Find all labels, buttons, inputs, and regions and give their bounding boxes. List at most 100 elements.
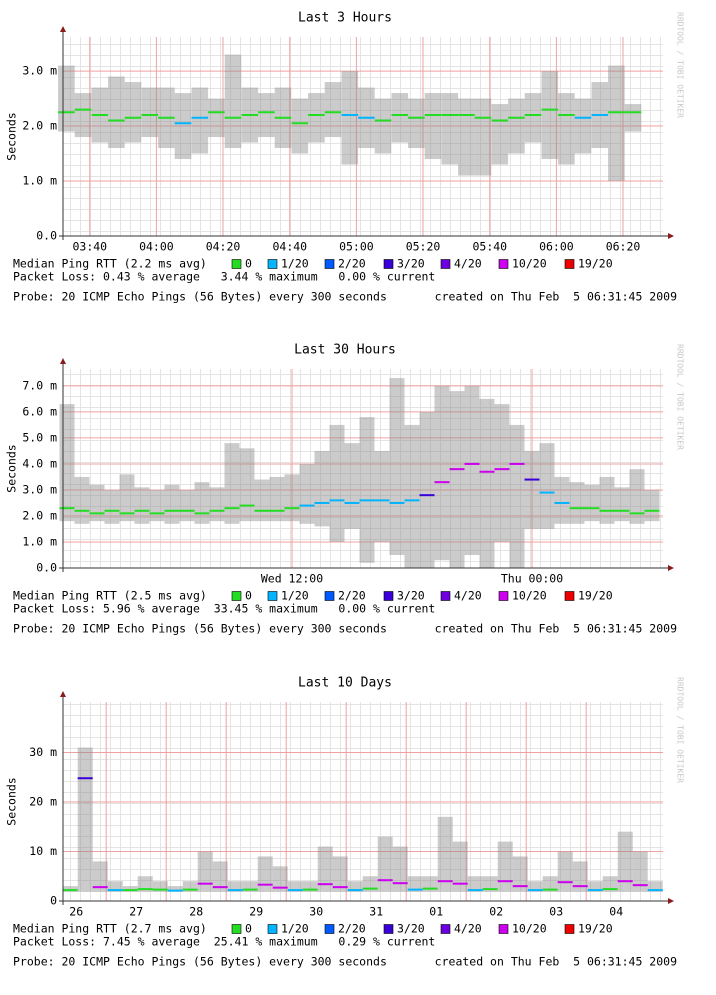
x-tick-label: 03:40 [72,240,107,254]
probe-line: Probe: 20 ICMP Echo Pings (56 Bytes) eve… [13,955,387,969]
smoke [574,98,592,154]
smoke [617,831,633,892]
smoke [527,881,543,892]
smoke [119,474,135,522]
smoke [509,424,525,568]
legend-label: 10/20 [512,589,547,603]
y-tick-label: 2.0 m [22,119,57,133]
legend-swatch [498,259,509,269]
smoke [254,479,270,522]
legend-swatch [564,591,575,601]
legend-label: 4/20 [454,589,482,603]
legend-swatch [324,259,335,269]
smoke [441,93,459,165]
smoke [284,474,300,522]
legend-label: 0 [245,922,252,936]
smoke [494,404,510,542]
smoke [164,484,180,524]
y-axis-label: Seconds [5,777,19,825]
x-tick-label: 31 [369,905,383,919]
loss-line: Packet Loss: 0.43 % average 3.44 % maxim… [13,270,435,284]
watermark: RRDTOOL / TOBI OETIKER [676,12,685,118]
legend-label: 3/20 [397,589,425,603]
legend-label: 1/20 [281,257,309,271]
smoke [137,876,153,892]
smoke [152,881,168,892]
smoke [464,385,480,555]
probe-line: Probe: 20 ICMP Echo Pings (56 Bytes) eve… [13,290,387,304]
legend-swatch [440,591,451,601]
smoke [208,98,225,138]
watermark: RRDTOOL / TOBI OETIKER [676,677,685,783]
legend-swatch [383,591,394,601]
smoke [174,93,192,160]
smoke [404,424,420,568]
smoke [424,93,442,160]
legend-label: 4/20 [454,257,482,271]
legend-swatch [231,591,242,601]
smoke [491,104,509,165]
smoke [258,93,275,138]
smoke [437,816,453,892]
y-tick-label: 3.0 m [22,64,57,78]
x-tick-label: 04:20 [206,240,241,254]
smoke [558,93,575,165]
chart-title: Last 30 Hours [294,343,396,358]
loss-line: Packet Loss: 7.45 % average 25.41 % maxi… [13,935,435,949]
legend-swatch [324,924,335,934]
legend-label: 3/20 [397,922,425,936]
y-tick-label: 1.0 m [22,534,57,548]
smoke [344,443,360,529]
x-tick-label: Wed 12:00 [261,572,323,586]
smoke [629,469,645,524]
y-tick-label: 5.0 m [22,430,57,444]
minor-grid [63,369,663,568]
smoke [272,866,288,892]
x-tick-label: 28 [189,905,203,919]
legend-title: Median Ping RTT (2.7 ms avg) [13,922,207,936]
smoke [62,886,78,892]
legend-label: 2/20 [338,257,366,271]
smoke [587,881,603,892]
legend-title: Median Ping RTT (2.2 ms avg) [13,257,207,271]
legend-label: 3/20 [397,257,425,271]
legend-label: 2/20 [338,589,366,603]
smoke [554,476,570,524]
smoke [497,841,513,892]
smoke [209,487,225,522]
smoke [359,417,375,563]
smoke [541,71,559,160]
legend-label: 0 [245,589,252,603]
smoke [524,450,540,529]
smoke [212,861,228,892]
smoke [239,448,255,522]
legend-label: 2/20 [338,922,366,936]
x-tick-label: 02 [489,905,503,919]
legend-title: Median Ping RTT (2.5 ms avg) [13,589,207,603]
smoke [104,489,120,524]
x-tick-label: 06:20 [606,240,641,254]
legend-label: 19/20 [578,257,613,271]
x-tick-label: 01 [429,905,443,919]
smoke [107,881,123,892]
x-tick-label: 29 [249,905,263,919]
smoke [324,82,342,138]
legend-swatch [498,591,509,601]
chart-title: Last 3 Hours [298,11,392,26]
legend-swatch [564,259,575,269]
x-tick-label: 05:40 [472,240,507,254]
smoke [392,846,408,892]
smoke [599,476,615,524]
smoke [647,881,663,892]
smoke [508,98,525,154]
smoke [602,876,618,892]
smoke [452,841,468,892]
smoke [644,489,660,522]
y-axis-label: Seconds [5,112,19,160]
smoke [77,747,93,892]
legend-swatch [324,591,335,601]
smoke [539,443,555,529]
smoke [224,443,240,524]
chart-title: Last 10 Days [298,676,392,691]
smoke [108,76,125,149]
